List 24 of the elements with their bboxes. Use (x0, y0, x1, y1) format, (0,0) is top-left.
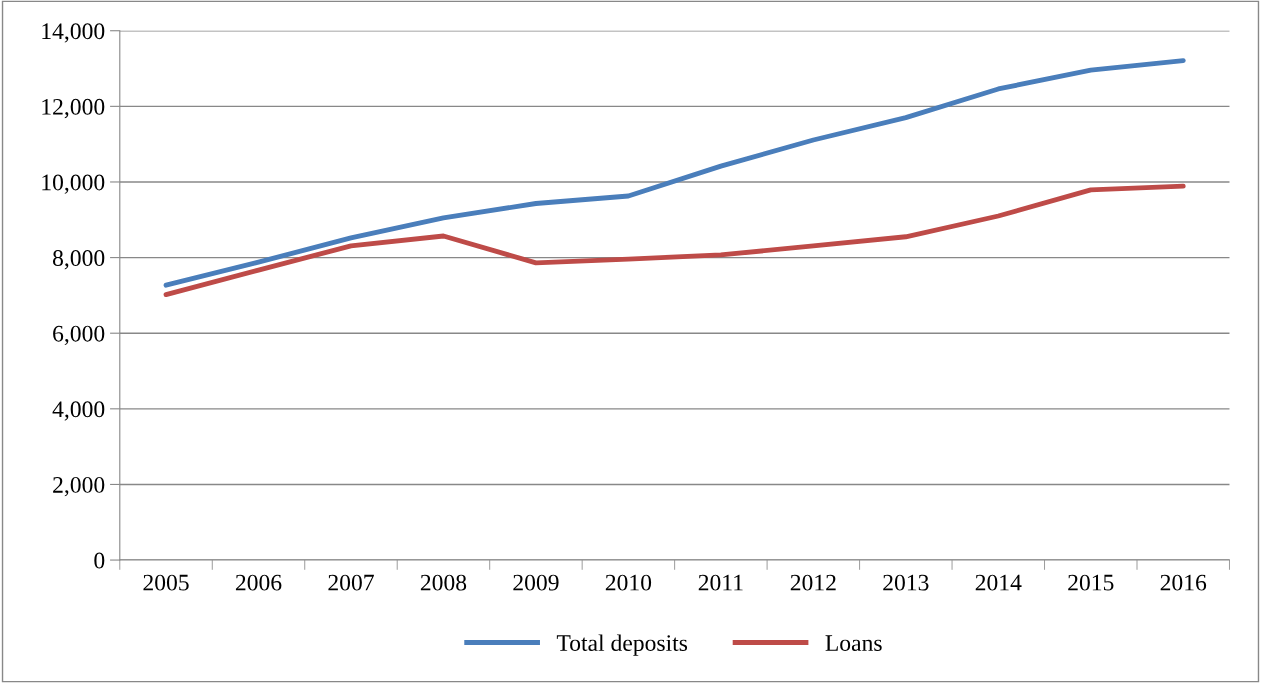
x-tick-label: 2011 (698, 574, 743, 591)
x-tick-label: 2006 (235, 574, 282, 591)
x-tick-label: 2007 (328, 574, 374, 591)
line-series (163, 183, 1186, 298)
y-tick-label: 6,000 (53, 325, 105, 346)
y-tick-label: 8,000 (52, 250, 105, 270)
x-tick-label: 2016 (1160, 574, 1207, 591)
y-tick-label: 10,000 (42, 174, 105, 194)
x-tick-label: 2012 (790, 574, 836, 591)
legend-label: Total deposits (556, 634, 688, 656)
y-tick-label: 12,000 (42, 98, 105, 119)
y-tick-label: 2,000 (53, 476, 105, 497)
x-tick-label: 2005 (143, 574, 189, 591)
y-tick-label: 4,000 (52, 401, 105, 421)
y-tick-label: 14,000 (42, 23, 105, 43)
x-tick-label: 2015 (1068, 574, 1114, 591)
x-tick-label: 2008 (420, 574, 467, 591)
line-series (163, 58, 1186, 288)
legend-label: Loans (825, 635, 882, 651)
x-tick-label: 2009 (513, 574, 559, 591)
x-tick-label: 2013 (883, 574, 929, 591)
y-tick-label: 0 (94, 552, 105, 569)
x-tick-label: 2014 (975, 574, 1022, 591)
x-tick-label: 2010 (605, 574, 652, 591)
